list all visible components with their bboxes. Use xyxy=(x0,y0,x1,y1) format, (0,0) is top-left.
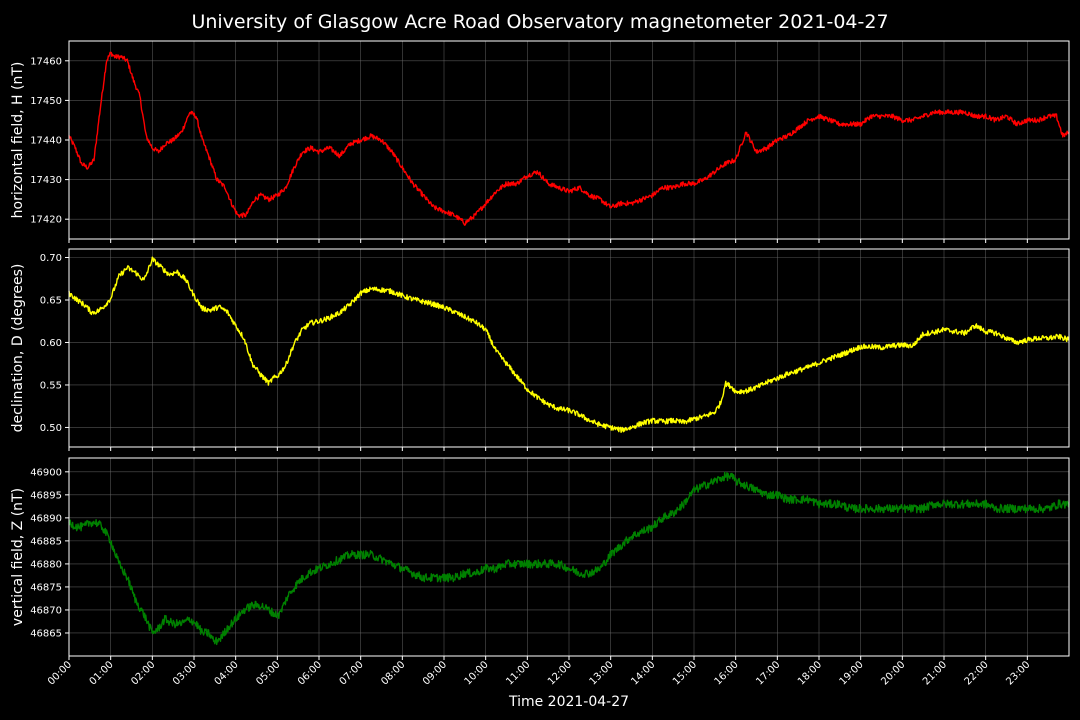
y-tick-label: 17430 xyxy=(30,175,62,186)
x-tick-label: 13:00 xyxy=(588,659,616,687)
y-tick-label: 46875 xyxy=(30,582,62,593)
panel-1: 17420 17430 17440 17450 17460 horizontal fiel… xyxy=(10,40,1070,243)
axes-frame xyxy=(68,457,1070,657)
panel-2: 0.50 0.55 0.60 0.65 0.70 declination, D (degr… xyxy=(10,248,1070,451)
y-tick-label: 0.65 xyxy=(40,295,62,306)
x-tick-label: 02:00 xyxy=(129,659,157,687)
x-tick-label: 23:00 xyxy=(1004,659,1032,687)
y-tick-label: 0.55 xyxy=(40,380,62,391)
y-tick-label: 46870 xyxy=(30,605,62,616)
x-tick-label: 10:00 xyxy=(463,659,491,687)
x-tick-label: 18:00 xyxy=(796,659,824,687)
x-tick-label: 15:00 xyxy=(671,659,699,687)
y-tick-label: 17440 xyxy=(30,136,62,147)
chart-title: University of Glasgow Acre Road Observat… xyxy=(191,11,888,33)
x-tick-label: 17:00 xyxy=(754,659,782,687)
x-tick-label: 00:00 xyxy=(46,659,74,687)
x-tick-label: 01:00 xyxy=(88,659,116,687)
axes-frame xyxy=(68,40,1070,240)
y-tick-label: 0.70 xyxy=(40,253,62,264)
x-tick-label: 08:00 xyxy=(379,659,407,687)
data-line xyxy=(68,256,1070,433)
y-tick-label: 46890 xyxy=(30,513,62,524)
x-tick-label: 05:00 xyxy=(254,659,282,687)
x-tick-label: 20:00 xyxy=(879,659,907,687)
y-tick-label: 46900 xyxy=(30,467,62,478)
y-tick-label: 17450 xyxy=(30,96,62,107)
panels-group: 17420 17430 17440 17450 17460 horizontal fiel… xyxy=(10,40,1070,688)
x-tick-label: 06:00 xyxy=(296,659,324,687)
axes-frame xyxy=(68,248,1070,448)
x-tick-label: 11:00 xyxy=(504,659,532,687)
x-tick-label: 14:00 xyxy=(629,659,657,687)
y-tick-label: 46865 xyxy=(30,628,62,639)
data-line xyxy=(68,471,1070,646)
y-axis-label: horizontal field, H (nT) xyxy=(10,62,26,219)
x-tick-label: 22:00 xyxy=(963,659,991,687)
x-axis-label: Time 2021-04-27 xyxy=(508,694,629,710)
y-tick-label: 0.50 xyxy=(40,423,62,434)
y-tick-label: 46885 xyxy=(30,536,62,547)
y-axis-label: vertical field, Z (nT) xyxy=(10,488,26,626)
y-tick-label: 17460 xyxy=(30,56,62,67)
x-tick-label: 04:00 xyxy=(213,659,241,687)
y-tick-label: 17420 xyxy=(30,215,62,226)
y-tick-label: 0.60 xyxy=(40,338,62,349)
x-tick-label: 03:00 xyxy=(171,659,199,687)
y-tick-label: 46880 xyxy=(30,559,62,570)
data-line xyxy=(68,51,1070,226)
x-tick-label: 19:00 xyxy=(838,659,866,687)
x-tick-label: 07:00 xyxy=(338,659,366,687)
y-tick-label: 46895 xyxy=(30,490,62,501)
panel-3: 46865 46870 46875 46880 46885 46890 46895 46900… xyxy=(10,457,1070,688)
y-axis-label: declination, D (degrees) xyxy=(10,264,26,433)
x-tick-label: 09:00 xyxy=(421,659,449,687)
x-tick-label: 16:00 xyxy=(713,659,741,687)
x-tick-label: 21:00 xyxy=(921,659,949,687)
x-tick-label: 12:00 xyxy=(546,659,574,687)
